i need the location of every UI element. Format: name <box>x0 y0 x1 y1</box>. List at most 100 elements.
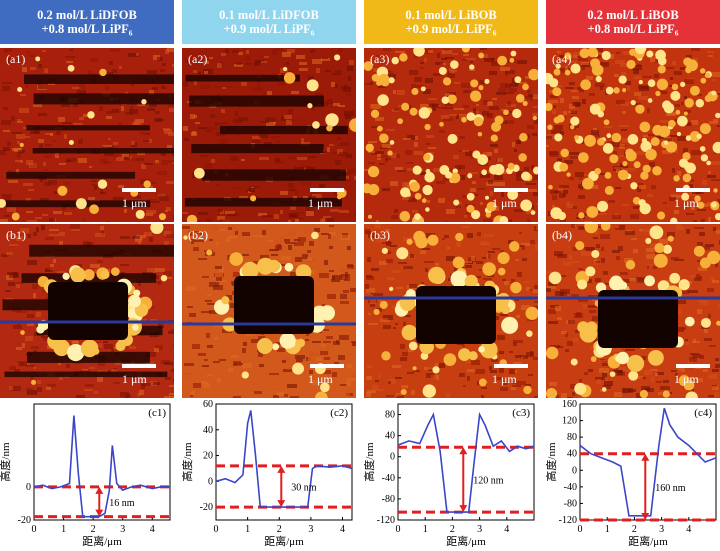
scale-text-b1: 1 μm <box>122 372 147 386</box>
y-tick-label: 40 <box>567 449 577 460</box>
header-1-line2: +0.8 mol/L LiPF₆ <box>41 22 133 36</box>
profile-line <box>33 415 170 518</box>
header-2-line2: +0.9 mol/L LiPF₆ <box>223 22 315 36</box>
panel-a2: (a2) 1 μm <box>182 48 356 222</box>
scale-bar-b2 <box>310 364 344 368</box>
panel-a4: (a4) 1 μm <box>546 48 720 222</box>
header-3-line1: 0.1 mol/L LiBOB <box>405 8 497 22</box>
profile-chart-c3: -120 -80 -40 0 40 80 0 1 2 3 4 距离/μm 高度/nm 120 nm (c3) <box>362 403 535 548</box>
height-annotation: 120 nm <box>473 476 504 487</box>
profile-chart-c4: -120 -80 -40 0 40 80 120 160 0 1 2 3 4 距离/μm 高度/nm 160 … <box>544 399 717 548</box>
header-2-line1: 0.1 mol/L LiDFOB <box>219 8 319 22</box>
scale-text-a4: 1 μm <box>674 196 699 210</box>
y-tick-label: 40 <box>385 431 395 442</box>
label-b4: (b4) <box>552 228 572 242</box>
y-tick-label: -40 <box>564 482 577 493</box>
afm-image-b1 <box>0 224 174 398</box>
y-tick-label: 120 <box>562 416 577 427</box>
y-tick-label: -120 <box>377 515 395 526</box>
afm-image-b4 <box>546 224 720 398</box>
x-tick-label: 3 <box>659 524 664 535</box>
arrow-head-bottom <box>277 500 286 508</box>
profile-line <box>579 407 717 517</box>
height-annotation: 160 nm <box>655 483 686 494</box>
arrow-head-bottom <box>95 509 104 517</box>
arrow-head-bottom <box>641 513 650 520</box>
panel-label: (c3) <box>512 407 530 419</box>
panel-a1: (a1) 1 μm <box>0 48 174 222</box>
x-axis-label: 距离/μm <box>628 534 668 547</box>
afm-image-b3 <box>364 224 538 398</box>
afm-image-a2 <box>182 48 356 222</box>
x-tick-label: 3 <box>120 524 125 535</box>
column-2: 0.1 mol/L LiDFOB +0.9 mol/L LiPF₆ (a2) 1… <box>180 0 356 548</box>
panel-b1: (b1) 1 μm <box>0 224 174 398</box>
panel-label: (c2) <box>330 407 348 419</box>
label-a4: (a4) <box>552 52 572 66</box>
x-tick-label: 3 <box>477 524 482 535</box>
header-2: 0.1 mol/L LiDFOB +0.9 mol/L LiPF₆ <box>182 0 356 44</box>
scale-bar-a4 <box>676 188 710 192</box>
plot-frame <box>33 403 171 521</box>
label-a3: (a3) <box>370 52 390 66</box>
x-tick-label: 0 <box>396 524 401 535</box>
y-tick-label: 0 <box>208 476 213 487</box>
x-tick-label: 2 <box>450 524 455 535</box>
x-tick-label: 1 <box>423 524 428 535</box>
header-4-line2: +0.8 mol/L LiPF₆ <box>587 22 679 36</box>
height-annotation: 16 nm <box>109 498 135 509</box>
y-tick-label: 40 <box>203 425 213 436</box>
header-1-line1: 0.2 mol/L LiDFOB <box>37 8 137 22</box>
label-b2: (b2) <box>188 228 208 242</box>
arrow-head-top <box>641 453 650 461</box>
arrow-head-bottom <box>459 505 468 513</box>
x-tick-label: 0 <box>214 524 219 535</box>
y-tick-label: -80 <box>564 498 577 509</box>
afm-image-b2 <box>182 224 356 398</box>
profile-line <box>215 410 353 508</box>
x-tick-label: 0 <box>578 524 583 535</box>
label-b3: (b3) <box>370 228 390 242</box>
y-axis-label: 高度/nm <box>0 442 12 482</box>
panel-label: (c4) <box>694 407 712 419</box>
header-3-line2: +0.9 mol/L LiPF₆ <box>405 22 497 36</box>
x-tick-label: 4 <box>686 524 691 535</box>
height-annotation: 30 nm <box>291 482 317 493</box>
header-4: 0.2 mol/L LiBOB +0.8 mol/L LiPF₆ <box>546 0 720 44</box>
y-axis-label: 高度/nm <box>546 442 558 482</box>
panel-a3: (a3) 1 μm <box>364 48 538 222</box>
y-tick-label: -20 <box>200 502 213 513</box>
y-tick-label: 20 <box>203 451 213 462</box>
header-4-line1: 0.2 mol/L LiBOB <box>587 8 679 22</box>
y-axis-label: 高度/nm <box>182 442 194 482</box>
y-tick-label: -120 <box>559 515 577 526</box>
plot-frame <box>579 403 717 521</box>
plot-frame <box>397 403 535 521</box>
panel-label: (c1) <box>148 407 166 419</box>
x-tick-label: 4 <box>340 524 345 535</box>
label-a1: (a1) <box>6 52 26 66</box>
label-b1: (b1) <box>6 228 26 242</box>
arrow-head-top <box>277 465 286 473</box>
profile-c2: -20 0 20 40 60 0 1 2 3 4 距离/μm 高度/nm 30 nm (c2) <box>180 398 356 548</box>
y-tick-label: 0 <box>26 482 31 493</box>
profile-line <box>397 411 535 513</box>
y-tick-label: 0 <box>572 465 577 476</box>
x-tick-label: 2 <box>632 524 637 535</box>
x-axis-label: 距离/μm <box>446 534 486 547</box>
x-axis-label: 距离/μm <box>264 534 304 547</box>
scale-text-a2: 1 μm <box>308 196 333 210</box>
panel-b3: (b3) 1 μm <box>364 224 538 398</box>
x-tick-label: 2 <box>277 524 282 535</box>
scale-bar-a3 <box>494 188 528 192</box>
profile-c1: -20 0 0 1 2 3 4 距离/μm 高度/nm 16 nm (c1) <box>0 398 174 548</box>
x-tick-label: 4 <box>504 524 509 535</box>
profile-c4: -120 -80 -40 0 40 80 120 160 0 1 2 3 4 距离/μm 高度/nm 160 … <box>544 398 720 548</box>
x-tick-label: 2 <box>91 524 96 535</box>
panel-b2: (b2) 1 μm <box>182 224 356 398</box>
scale-text-a1: 1 μm <box>122 196 147 210</box>
column-3: 0.1 mol/L LiBOB +0.9 mol/L LiPF₆ (a3) 1 … <box>362 0 538 548</box>
y-tick-label: 80 <box>385 410 395 421</box>
